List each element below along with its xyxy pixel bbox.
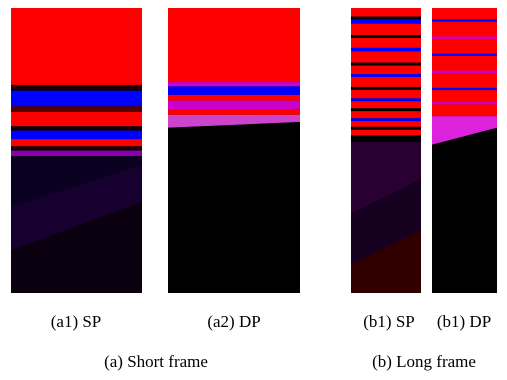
caption-long-frame: (b) Long frame <box>372 352 476 371</box>
heatmap-b2-dp <box>432 8 497 293</box>
caption-short-frame: (a) Short frame <box>104 352 208 371</box>
heatmap-b1-sp <box>351 8 421 293</box>
panel-label-a2: (a2) DP <box>207 312 261 331</box>
heatmap-a2-dp <box>168 8 300 293</box>
heatmap-a1-sp <box>11 8 142 293</box>
panel-label-b2: (b1) DP <box>436 312 492 331</box>
panel-label-a1: (a1) SP <box>50 312 102 331</box>
panel-label-b1: (b1) SP <box>363 312 415 331</box>
